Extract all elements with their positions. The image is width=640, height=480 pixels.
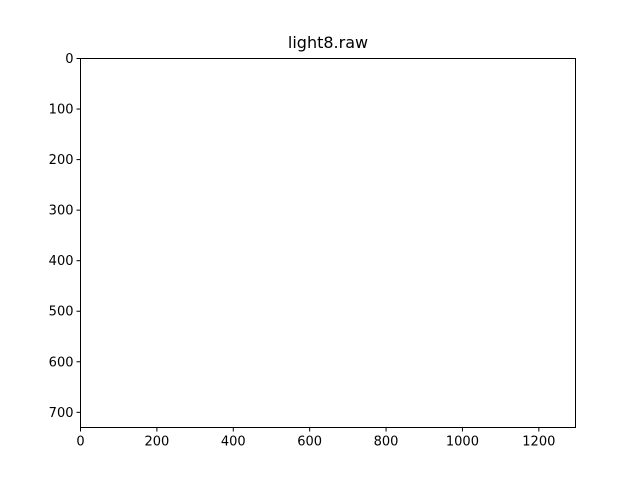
x-tick-label: 0 (76, 435, 84, 450)
x-tick-label: 1000 (446, 435, 479, 450)
x-tick-label: 1200 (522, 435, 555, 450)
x-tick-label: 400 (221, 435, 246, 450)
y-tick-label: 400 (49, 254, 74, 269)
x-tick-label: 800 (374, 435, 399, 450)
y-tick-label: 600 (49, 355, 74, 370)
y-tick-label: 300 (49, 204, 74, 219)
y-tick-label: 100 (49, 103, 74, 118)
x-tick-label: 200 (144, 435, 169, 450)
y-axis: 0 100 200 300 400 500 600 700 (49, 52, 81, 421)
image-area (80, 58, 576, 428)
y-tick-label: 500 (49, 305, 74, 320)
y-tick-label: 200 (49, 153, 74, 168)
x-axis: 0 200 400 600 800 1000 1200 (76, 427, 555, 450)
y-tick-label: 0 (65, 52, 73, 67)
axes-frame (80, 58, 576, 428)
chart-title: light8.raw (287, 33, 369, 52)
x-tick-label: 600 (297, 435, 322, 450)
y-tick-label: 700 (49, 406, 74, 421)
